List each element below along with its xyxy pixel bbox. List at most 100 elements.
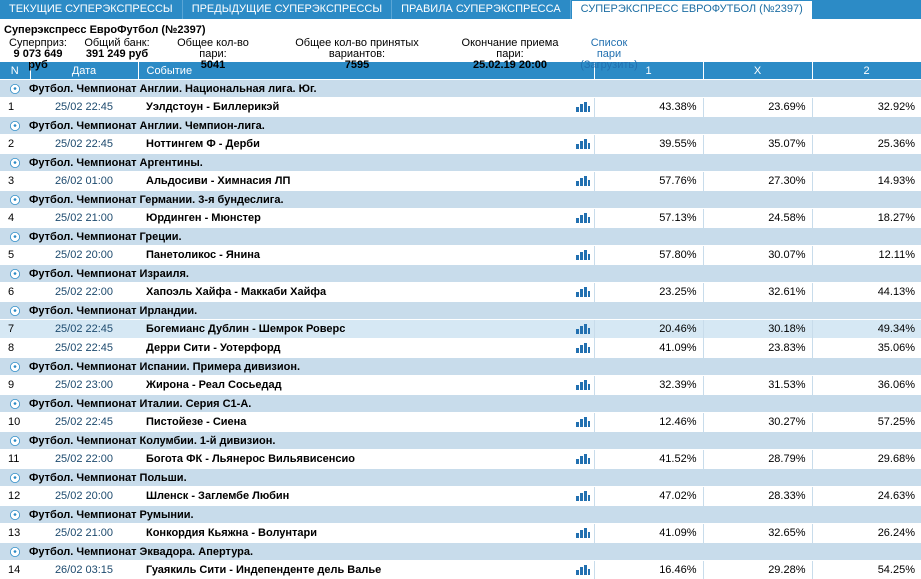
match-event: Ноттингем Ф - Дерби bbox=[138, 134, 594, 154]
bar-chart-icon[interactable] bbox=[575, 139, 590, 149]
outcome-x-percent: 31.53% bbox=[702, 375, 812, 395]
match-event: Гуаякиль Сити - Индепенденте дель Валье bbox=[138, 560, 594, 579]
match-date: 26/02 03:15 bbox=[30, 560, 138, 579]
match-event: Юрдинген - Мюнстер bbox=[138, 208, 594, 228]
outcome-2-percent: 32.92% bbox=[811, 97, 921, 117]
bar-chart-icon[interactable] bbox=[575, 343, 590, 353]
table-row: 3 26/02 01:00 Альдосиви - Химнасия ЛП 57.76… bbox=[0, 171, 921, 191]
superprize-value: 9 073 649 руб bbox=[13, 48, 63, 71]
bar-chart-icon[interactable] bbox=[575, 287, 590, 297]
superprize-stat: Суперприз: 9 073 649 руб bbox=[0, 38, 76, 71]
variants-value: 7595 bbox=[344, 59, 370, 71]
header-n: N bbox=[0, 62, 31, 80]
table-row: 12 25/02 20:00 Шленск - Заглембе Любин 47.0… bbox=[0, 486, 921, 506]
outcome-2-percent: 29.68% bbox=[811, 449, 921, 469]
table-row: 7 25/02 22:45 Богемианс Дублин - Шемрок Ро… bbox=[0, 319, 921, 339]
end-label: Окончание приема пари: bbox=[461, 37, 559, 60]
outcome-x-percent: 23.69% bbox=[702, 97, 812, 117]
match-date: 25/02 21:00 bbox=[30, 208, 138, 228]
category-label: Футбол. Чемпионат Эквадора. Апертура. bbox=[29, 545, 254, 558]
bets-list-load[interactable]: (Загрузить) bbox=[580, 59, 638, 71]
outcome-2-percent: 14.93% bbox=[811, 171, 921, 191]
outcome-2-percent: 57.25% bbox=[811, 412, 921, 432]
category-cell: Футбол. Чемпионат Германии. 3-я бундесли… bbox=[0, 190, 921, 209]
outcome-2-percent: 49.34% bbox=[811, 319, 921, 339]
match-event-label: Богемианс Дублин - Шемрок Роверс bbox=[146, 323, 346, 335]
match-date: 25/02 21:00 bbox=[30, 523, 138, 543]
match-event: Уэлдстоун - Биллерикэй bbox=[138, 97, 594, 117]
tab-rules[interactable]: ПРАВИЛА СУПЕРЭКСПРЕССА bbox=[392, 0, 571, 19]
category-row: Футбол. Чемпионат Колумбии. 1-й дивизион… bbox=[0, 431, 921, 450]
bar-chart-icon[interactable] bbox=[575, 324, 590, 334]
match-number: 12 bbox=[0, 486, 30, 506]
category-row: Футбол. Чемпионат Израиля. bbox=[0, 264, 921, 283]
category-row: Футбол. Чемпионат Ирландии. bbox=[0, 301, 921, 320]
outcome-1-percent: 43.38% bbox=[593, 97, 703, 117]
table-row: 10 25/02 22:45 Пистойезе - Сиена 12.46% 30.2… bbox=[0, 412, 921, 432]
match-date: 26/02 01:00 bbox=[30, 171, 138, 191]
soccer-ball-icon bbox=[10, 268, 20, 279]
outcome-x-percent: 27.30% bbox=[702, 171, 812, 191]
end-stat: Окончание приема пари: 25.02.19 20:00 bbox=[446, 38, 574, 71]
category-label: Футбол. Чемпионат Италии. Серия С1-А. bbox=[29, 397, 252, 410]
outcome-x-percent: 23.83% bbox=[702, 338, 812, 358]
soccer-ball-icon bbox=[10, 120, 20, 131]
bets-list-link[interactable]: Список пари (Загрузить) bbox=[574, 38, 644, 71]
soccer-ball-icon bbox=[10, 509, 20, 520]
header-event: Событие bbox=[138, 62, 595, 80]
outcome-x-percent: 30.07% bbox=[702, 245, 812, 265]
bar-chart-icon[interactable] bbox=[575, 417, 590, 427]
outcome-2-percent: 35.06% bbox=[811, 338, 921, 358]
match-event: Богота ФК - Льянерос Вильявисенсио bbox=[138, 449, 594, 469]
header-outcome-1: 1 bbox=[594, 62, 704, 80]
match-event: Жирона - Реал Сосьедад bbox=[138, 375, 594, 395]
bar-chart-icon[interactable] bbox=[575, 250, 590, 260]
bank-stat: Общий банк: 391 249 руб bbox=[76, 38, 158, 71]
match-event-label: Богота ФК - Льянерос Вильявисенсио bbox=[146, 453, 355, 465]
table-header-row: N Дата Событие 1 X 2 bbox=[0, 62, 921, 80]
tab-current-superexpress[interactable]: ТЕКУЩИЕ СУПЕРЭКСПРЕССЫ bbox=[0, 0, 183, 19]
soccer-ball-icon bbox=[10, 435, 20, 446]
outcome-x-percent: 32.61% bbox=[702, 282, 812, 302]
bank-value: 391 249 руб bbox=[85, 48, 149, 60]
category-row: Футбол. Чемпионат Англии. Национальная л… bbox=[0, 79, 921, 98]
table-row: 9 25/02 23:00 Жирона - Реал Сосьедад 32.39%… bbox=[0, 375, 921, 395]
match-event-label: Пистойезе - Сиена bbox=[146, 416, 247, 428]
bar-chart-icon[interactable] bbox=[575, 491, 590, 501]
tab-previous-superexpress[interactable]: ПРЕДЫДУЩИЕ СУПЕРЭКСПРЕССЫ bbox=[183, 0, 393, 19]
match-number: 5 bbox=[0, 245, 30, 265]
stats-row: Суперприз: 9 073 649 руб Общий банк: 391… bbox=[0, 38, 644, 71]
match-event-label: Жирона - Реал Сосьедад bbox=[146, 379, 282, 391]
table-body: Футбол. Чемпионат Англии. Национальная л… bbox=[0, 79, 921, 579]
superexpress-table: N Дата Событие 1 X 2 Футбол. Чемпионат А… bbox=[0, 62, 921, 579]
outcome-x-percent: 30.27% bbox=[702, 412, 812, 432]
match-number: 9 bbox=[0, 375, 30, 395]
bar-chart-icon[interactable] bbox=[575, 528, 590, 538]
bar-chart-icon[interactable] bbox=[575, 565, 590, 575]
soccer-ball-icon bbox=[10, 194, 20, 205]
tab-bar: ТЕКУЩИЕ СУПЕРЭКСПРЕССЫ ПРЕДЫДУЩИЕ СУПЕРЭ… bbox=[0, 0, 921, 19]
category-label: Футбол. Чемпионат Колумбии. 1-й дивизион… bbox=[29, 434, 276, 447]
match-number: 4 bbox=[0, 208, 30, 228]
bets-list-label[interactable]: Список пари bbox=[590, 37, 628, 60]
category-label: Футбол. Чемпионат Израиля. bbox=[29, 267, 189, 280]
category-cell: Футбол. Чемпионат Польши. bbox=[0, 468, 921, 487]
outcome-x-percent: 35.07% bbox=[702, 134, 812, 154]
match-number: 10 bbox=[0, 412, 30, 432]
bar-chart-icon[interactable] bbox=[575, 454, 590, 464]
match-date: 25/02 20:00 bbox=[30, 245, 138, 265]
match-event: Конкордия Кьяжна - Волунтари bbox=[138, 523, 594, 543]
bar-chart-icon[interactable] bbox=[575, 213, 590, 223]
outcome-2-percent: 36.06% bbox=[811, 375, 921, 395]
match-event: Богемианс Дублин - Шемрок Роверс bbox=[138, 319, 594, 339]
category-label: Футбол. Чемпионат Германии. 3-я бундесли… bbox=[29, 193, 284, 206]
bar-chart-icon[interactable] bbox=[575, 380, 590, 390]
tab-eurofootball[interactable]: СУПЕРЭКСПРЕСС ЕВРОФУТБОЛ (№2397) bbox=[570, 0, 813, 19]
category-label: Футбол. Чемпионат Греции. bbox=[29, 230, 182, 243]
variants-stat: Общее кол-во принятых вариантов: 7595 bbox=[268, 38, 446, 71]
bar-chart-icon[interactable] bbox=[575, 102, 590, 112]
table-row: 2 25/02 22:45 Ноттингем Ф - Дерби 39.55% 35.… bbox=[0, 134, 921, 154]
page-title: Суперэкспресс ЕвроФутбол (№2397) bbox=[4, 24, 206, 36]
soccer-ball-icon bbox=[10, 472, 20, 483]
bar-chart-icon[interactable] bbox=[575, 176, 590, 186]
